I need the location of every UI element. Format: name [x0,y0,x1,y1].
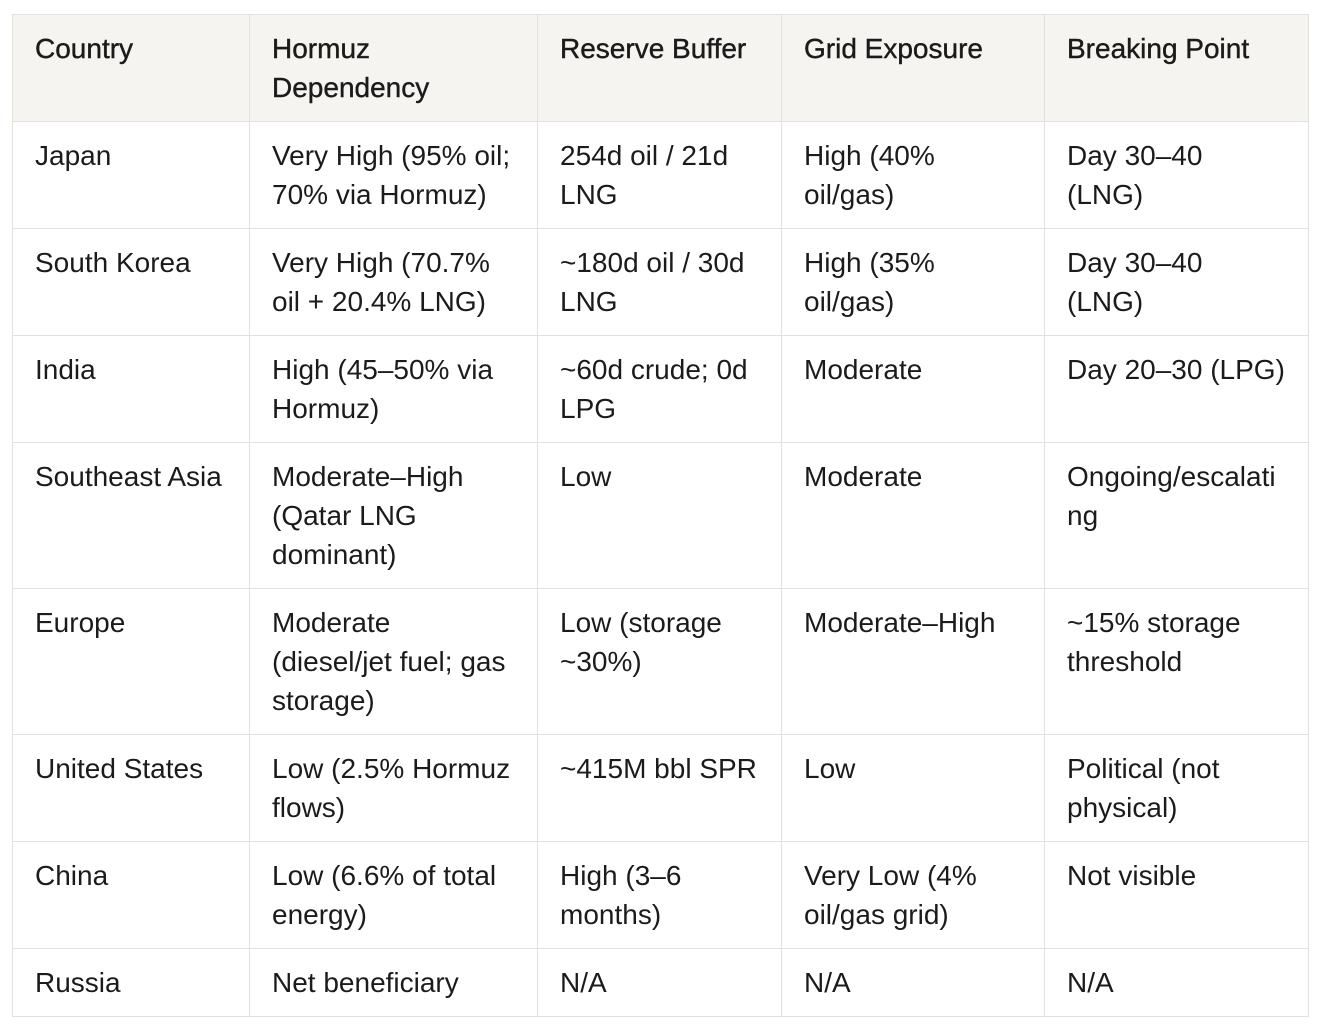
grid-exposure-cell: High (35% oil/gas) [782,229,1044,335]
reserve-buffer-cell: Low [538,443,781,588]
reserve-buffer-cell: High (3–6 months) [538,842,781,948]
grid-exposure-cell: Moderate–High [782,589,1044,734]
hormuz-dependency-cell: Moderate (diesel/jet fuel; gas storage) [250,589,537,734]
breaking-point-cell: Day 20–30 (LPG) [1045,336,1308,442]
country-cell: United States [13,735,249,841]
hormuz-dependency-cell: Low (2.5% Hormuz flows) [250,735,537,841]
reserve-buffer-cell: N/A [538,949,781,1016]
reserve-buffer-cell: Low (storage ~30%) [538,589,781,734]
grid-exposure-cell: Very Low (4% oil/gas grid) [782,842,1044,948]
country-cell: South Korea [13,229,249,335]
country-cell: China [13,842,249,948]
column-header-reserve-buffer: Reserve Buffer [538,15,781,121]
reserve-buffer-cell: ~60d crude; 0d LPG [538,336,781,442]
column-header-hormuz-dependency: Hormuz Dependency [250,15,537,121]
breaking-point-cell: Not visible [1045,842,1308,948]
country-cell: India [13,336,249,442]
column-header-breaking-point: Breaking Point [1045,15,1308,121]
hormuz-dependency-cell: High (45–50% via Hormuz) [250,336,537,442]
country-cell: Japan [13,122,249,228]
breaking-point-cell: Ongoing/escalating [1045,443,1308,588]
reserve-buffer-cell: ~415M bbl SPR [538,735,781,841]
breaking-point-cell: N/A [1045,949,1308,1016]
breaking-point-cell: Day 30–40 (LNG) [1045,122,1308,228]
breaking-point-cell: Day 30–40 (LNG) [1045,229,1308,335]
country-cell: Europe [13,589,249,734]
hormuz-dependency-cell: Very High (95% oil; 70% via Hormuz) [250,122,537,228]
column-header-grid-exposure: Grid Exposure [782,15,1044,121]
grid-exposure-cell: Moderate [782,336,1044,442]
grid-exposure-cell: N/A [782,949,1044,1016]
grid-exposure-cell: Low [782,735,1044,841]
reserve-buffer-cell: 254d oil / 21d LNG [538,122,781,228]
hormuz-dependency-cell: Low (6.6% of total energy) [250,842,537,948]
breaking-point-cell: Political (not physical) [1045,735,1308,841]
reserve-buffer-cell: ~180d oil / 30d LNG [538,229,781,335]
hormuz-dependency-cell: Net beneficiary [250,949,537,1016]
grid-exposure-cell: High (40% oil/gas) [782,122,1044,228]
country-cell: Russia [13,949,249,1016]
hormuz-dependency-table: Country Hormuz Dependency Reserve Buffer… [12,14,1309,1017]
breaking-point-cell: ~15% storage threshold [1045,589,1308,734]
hormuz-dependency-cell: Very High (70.7% oil + 20.4% LNG) [250,229,537,335]
column-header-country: Country [13,15,249,121]
grid-exposure-cell: Moderate [782,443,1044,588]
country-cell: Southeast Asia [13,443,249,588]
hormuz-dependency-cell: Moderate–High (Qatar LNG dominant) [250,443,537,588]
